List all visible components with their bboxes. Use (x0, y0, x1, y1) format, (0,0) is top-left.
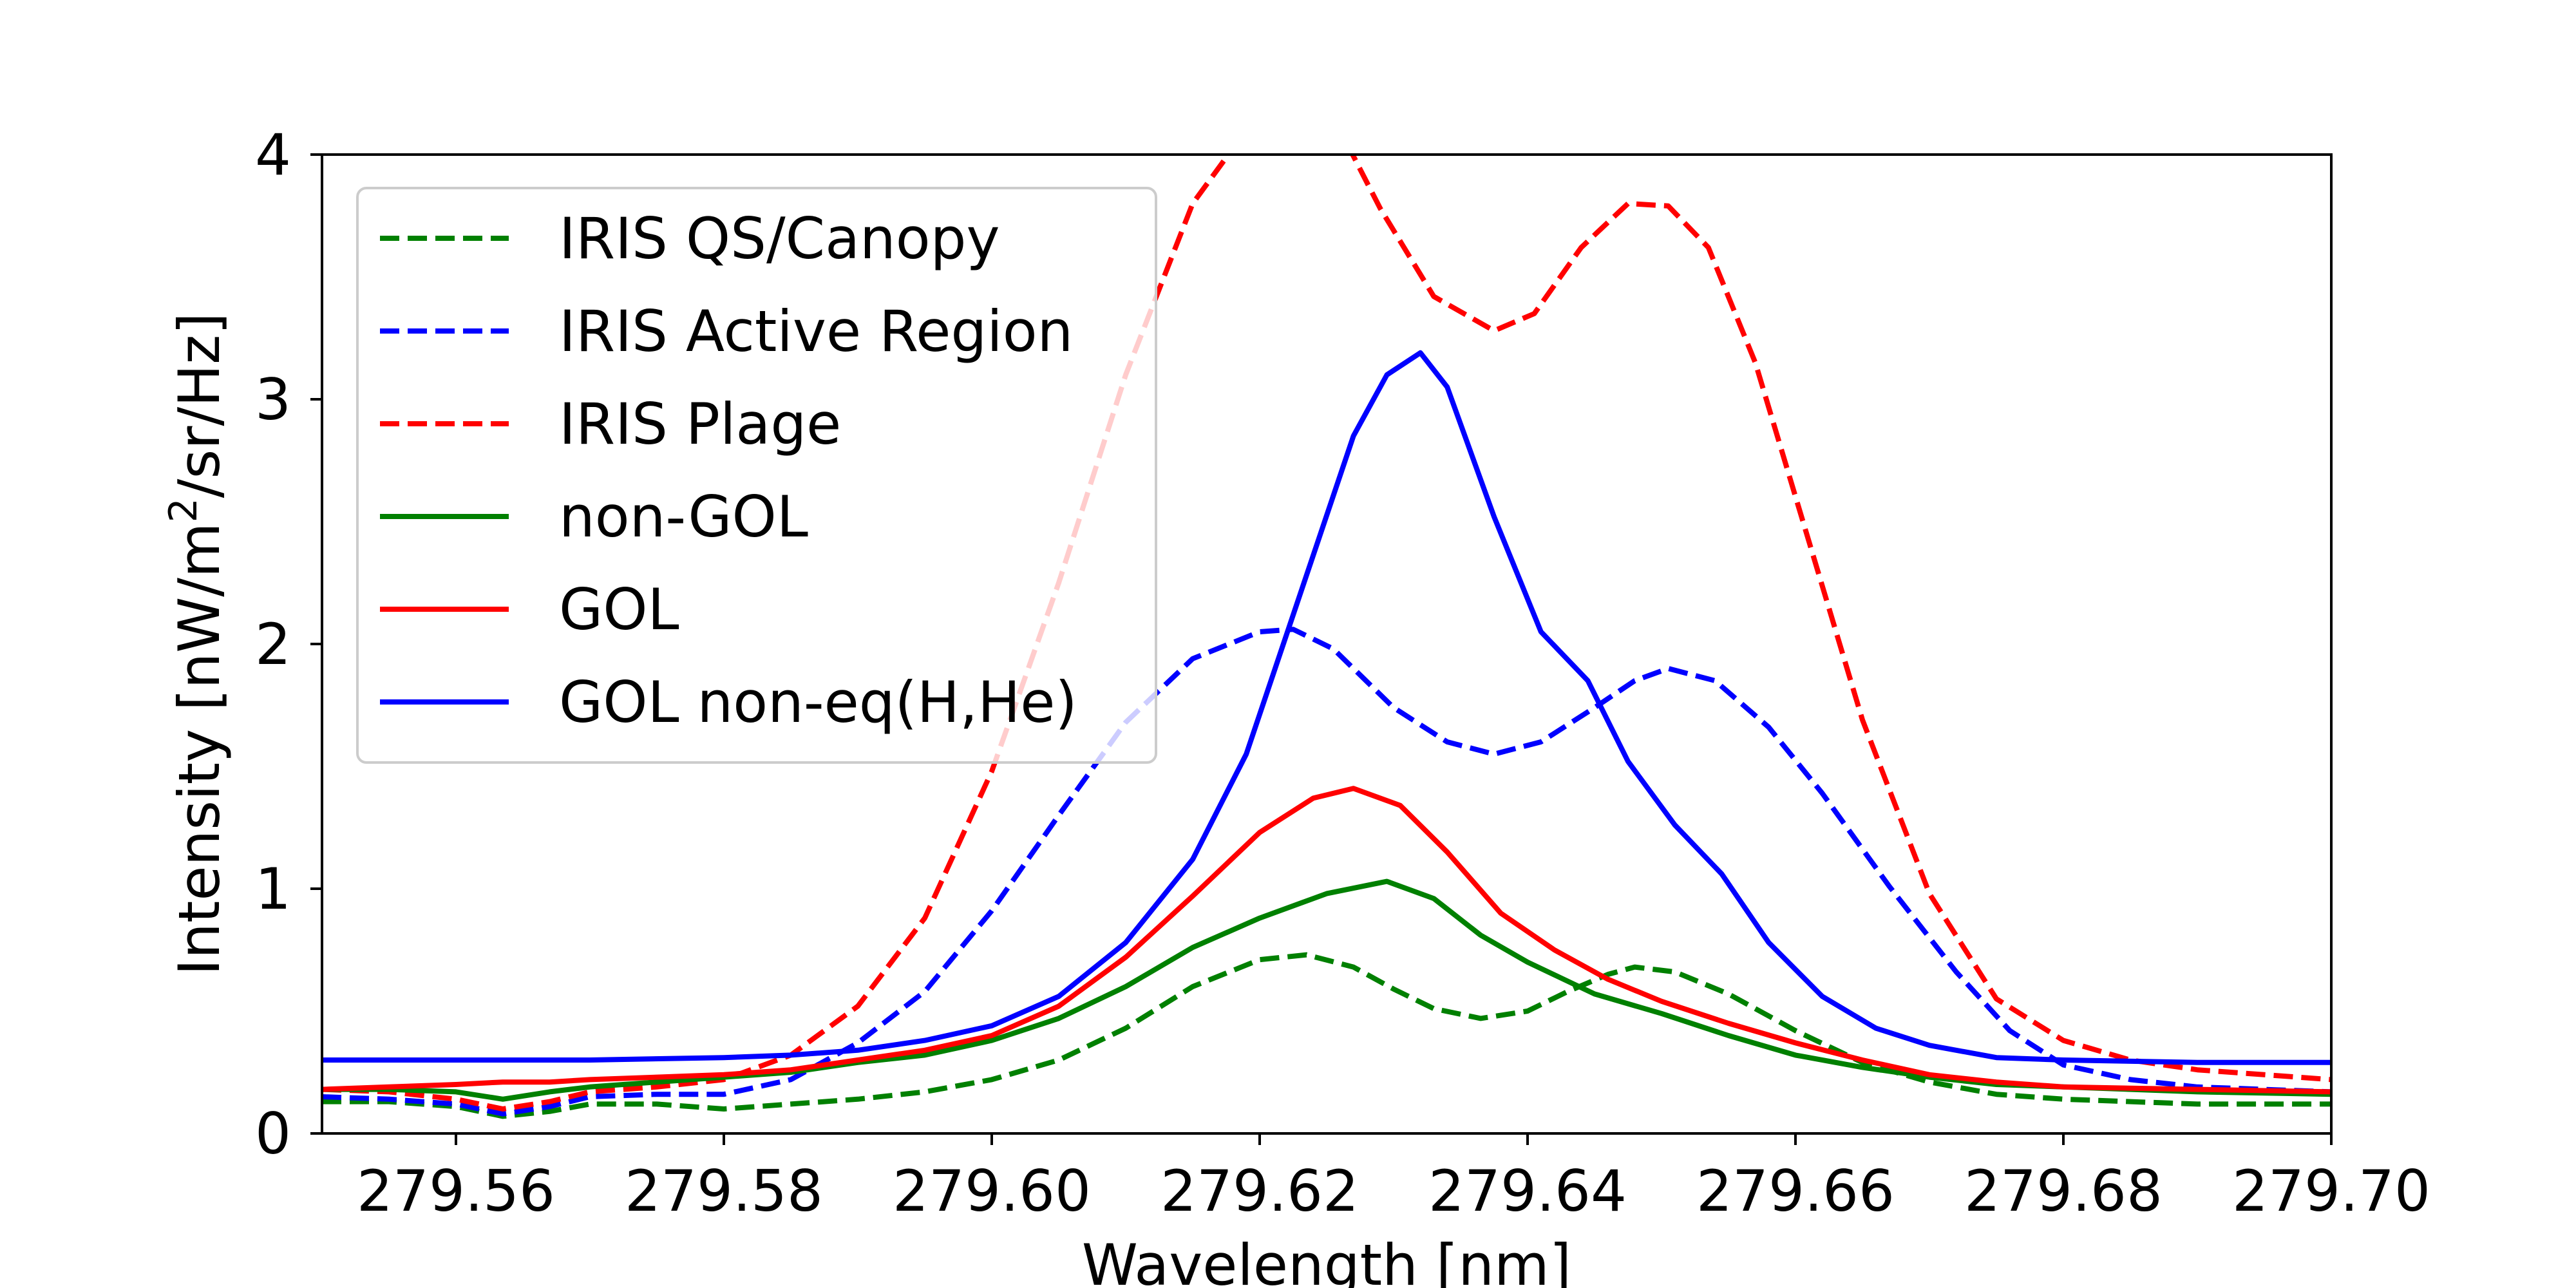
series-layer (322, 155, 2331, 1119)
legend-box (356, 187, 1157, 764)
x-tick-label: 279.66 (1696, 1158, 1895, 1224)
series-line-iris-qs-canopy (322, 952, 2331, 1119)
x-tick-label: 279.68 (1964, 1158, 2163, 1224)
y-axis: 0 1 2 3 4 (255, 122, 322, 1167)
legend-label: non-GOL (559, 484, 808, 550)
y-axis-title: Intensity [nW/m2/sr/Hz] (161, 312, 232, 976)
series-line-iris-active-region (322, 627, 2331, 1117)
series-line-non-gol (322, 878, 2331, 1102)
x-axis: 279.56 279.58 279.60 279.62 279.64 279.66 279.… (357, 1133, 2430, 1224)
legend-label: GOL non-eq(H,He) (559, 669, 1077, 735)
series-line-gol-non-eq-h-he- (322, 350, 2331, 1065)
y-tick-label: 4 (255, 122, 291, 188)
legend-label: IRIS QS/Canopy (559, 205, 1000, 272)
x-tick-label: 279.60 (893, 1158, 1091, 1224)
x-axis-title: Wavelength [nm] (1082, 1232, 1571, 1288)
series-line-gol (322, 786, 2331, 1095)
x-tick-label: 279.64 (1428, 1158, 1627, 1224)
series-line-iris-plage (322, 155, 2331, 1112)
y-axis-title-suffix: /sr/Hz] (166, 312, 232, 498)
x-tick-label: 279.56 (357, 1158, 555, 1224)
x-tick-label: 279.70 (2232, 1158, 2430, 1224)
legend-label: GOL (559, 576, 679, 643)
x-tick-label: 279.58 (625, 1158, 823, 1224)
x-tick-label: 279.62 (1160, 1158, 1359, 1224)
y-tick-label: 3 (255, 366, 291, 433)
legend: IRIS QS/Canopy IRIS Active Region IRIS Pla… (356, 187, 1157, 764)
y-tick-label: 2 (255, 611, 291, 677)
y-tick-label: 0 (255, 1101, 291, 1167)
y-axis-title-prefix: Intensity [nW/m (166, 522, 232, 975)
y-axis-title-superscript: 2 (161, 498, 206, 522)
legend-label: IRIS Active Region (559, 298, 1073, 365)
legend-label: IRIS Plage (559, 391, 841, 457)
y-tick-label: 1 (255, 856, 291, 922)
